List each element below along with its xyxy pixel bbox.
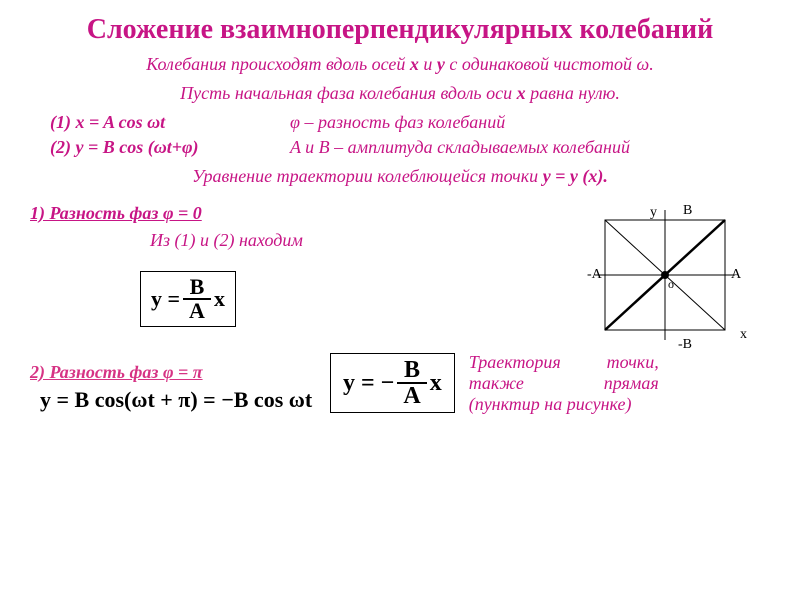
equation-2-line: (2) y = B cos (ωt+φ) A и B – амплитуда с… xyxy=(50,137,770,158)
axis-label-x: x xyxy=(740,327,747,342)
case-1-header: 1) Разность фаз φ = 0 xyxy=(30,203,560,224)
formula-1-box: y = B A x xyxy=(140,271,236,327)
equation-1-rhs: φ – разность фаз колебаний xyxy=(290,112,505,133)
case-2-note: Траектория точки, также прямая (пунктир … xyxy=(469,352,659,415)
axis-label-mB: -B xyxy=(678,337,692,350)
numerator: B xyxy=(184,276,211,298)
text: Колебания происходят вдоль осей xyxy=(146,54,410,74)
denominator: A xyxy=(183,300,211,322)
axis-label-B: B xyxy=(683,203,692,218)
page-title: Сложение взаимноперпендикулярных колебан… xyxy=(30,15,770,46)
case-2-header: 2) Разность фаз φ = π xyxy=(30,362,330,383)
equation-2-lhs: (2) y = B cos (ωt+φ) xyxy=(50,137,290,158)
trajectory-line: Уравнение траектории колеблющейся точки … xyxy=(30,166,770,187)
fraction: B A xyxy=(397,358,426,408)
trajectory-eq: y = y (x). xyxy=(543,166,608,186)
text: и xyxy=(419,54,437,74)
text: с одинаковой чистотой ω. xyxy=(445,54,654,74)
text: Пусть начальная фаза колебания вдоль оси xyxy=(180,83,516,103)
intro-line-1: Колебания происходят вдоль осей x и y с … xyxy=(30,54,770,75)
equation-1-line: (1) x = A cos ωt φ – разность фаз колеба… xyxy=(50,112,770,133)
axis-label-A: A xyxy=(731,267,742,282)
formula-post: x xyxy=(430,370,442,397)
var-x: x xyxy=(517,83,526,103)
axis-label-mA: -A xyxy=(587,267,603,282)
var-y: y xyxy=(437,54,445,74)
formula-pre: y = − xyxy=(343,370,394,397)
text: равна нулю. xyxy=(526,83,620,103)
equation-2-rhs: A и B – амплитуда складываемых колебаний xyxy=(290,137,630,158)
var-x: x xyxy=(410,54,419,74)
numerator: B xyxy=(398,358,426,382)
formula-pre: y = xyxy=(151,286,180,312)
case-1-note: Из (1) и (2) находим xyxy=(150,230,560,251)
formula-post: x xyxy=(214,286,225,312)
text: Уравнение траектории колеблющейся точки xyxy=(192,166,543,186)
equation-1-lhs: (1) x = A cos ωt xyxy=(50,112,290,133)
origin-label: o xyxy=(668,277,674,291)
fraction: B A xyxy=(183,276,211,322)
axis-label-y: y xyxy=(650,205,657,220)
case-2-equation: y = B cos(ωt + π) = −B cos ωt xyxy=(40,387,330,413)
formula-2-box: y = − B A x xyxy=(330,353,455,413)
trajectory-diagram: y x B -B A -A o xyxy=(560,195,770,350)
denominator: A xyxy=(397,384,426,408)
intro-line-2: Пусть начальная фаза колебания вдоль оси… xyxy=(30,83,770,104)
